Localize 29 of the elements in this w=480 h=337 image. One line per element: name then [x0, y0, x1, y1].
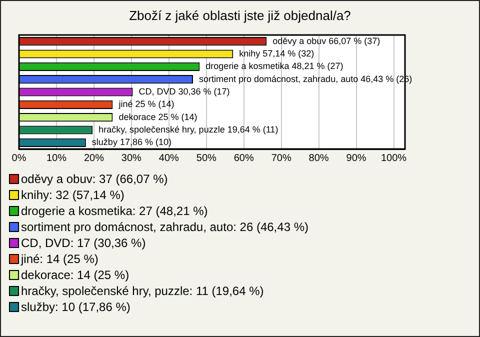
data-label: oděvy a obuv 66,07 % (37) [272, 36, 380, 46]
x-tick-label: 100% [380, 152, 407, 164]
data-label: CD, DVD 30,36 % (17) [138, 86, 230, 96]
x-tick-label: 70% [271, 152, 292, 164]
x-tick-label: 30% [121, 152, 142, 164]
x-tick-label: 50% [196, 152, 216, 164]
data-label: hračky, společenské hry, puzzle 19,64 % (11) [98, 124, 278, 134]
data-label: jiné 25 % (14) [118, 99, 174, 110]
text: oděvy a obuv: 37 (66,07 %) [21, 171, 168, 187]
text: drogerie a kosmetika: 27 (48,21 %) [21, 203, 208, 219]
text: jiné: 14 (25 %) [21, 251, 98, 267]
text: dekorace: 14 (25 %) [21, 267, 130, 283]
text: služby: 10 (17,86 %) [21, 299, 130, 315]
x-tick-label: 10% [46, 152, 67, 164]
data-label: služby 17,86 % (10) [92, 137, 172, 148]
x-tick-label: 90% [346, 152, 366, 164]
x-tick-label: 20% [84, 152, 104, 164]
x-tick-label: 40% [158, 152, 180, 164]
text: knihy: 32 (57,14 %) [21, 187, 124, 203]
text: CD, DVD: 17 (30,36 %) [21, 235, 146, 251]
text: sortiment pro domácnost, zahradu, auto: 26 (46,43 %) [21, 219, 308, 235]
data-label: drogerie a kosmetika 48,21 % (27) [206, 61, 344, 72]
x-tick-label: 0% [12, 152, 26, 164]
data-label: dekorace 25 % (14) [118, 112, 198, 122]
text: hračky, společenské hry, puzzle: 11 (19,64 %) [21, 283, 264, 299]
x-tick-label: 80% [308, 152, 329, 164]
data-label: knihy 57,14 % (32) [239, 48, 314, 58]
x-tick-label: 60% [234, 152, 254, 164]
chart-title: Zboží z jaké oblasti jste již objednal/a? [128, 7, 352, 25]
